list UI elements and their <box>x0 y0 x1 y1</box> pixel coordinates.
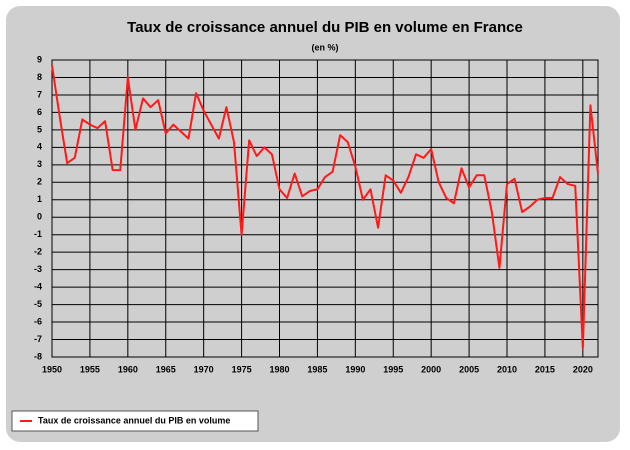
x-tick-label: 2020 <box>573 364 593 374</box>
x-tick-label: 1960 <box>118 364 138 374</box>
y-tick-label: 6 <box>37 107 42 117</box>
y-tick-label: -2 <box>34 247 42 257</box>
x-tick-label: 2015 <box>535 364 555 374</box>
y-tick-label: 4 <box>37 142 42 152</box>
x-tick-label: 2005 <box>459 364 479 374</box>
y-tick-label: 5 <box>37 124 42 134</box>
y-tick-label: 9 <box>37 54 42 64</box>
x-tick-label: 1985 <box>307 364 327 374</box>
y-tick-label: -5 <box>34 299 42 309</box>
x-tick-label: 1980 <box>269 364 289 374</box>
y-tick-label: -7 <box>34 334 42 344</box>
y-tick-label: 7 <box>37 89 42 99</box>
chart-title: Taux de croissance annuel du PIB en volu… <box>127 19 523 36</box>
plot-area: -8 -7 -6 -5 -4 -3 -2 -1 0 1 2 3 4 5 6 7 8 9 1950 1955 1960 19… <box>34 54 599 374</box>
y-tick-label: -4 <box>34 281 42 291</box>
y-tick-label: 8 <box>37 72 42 82</box>
y-tick-label: -1 <box>34 229 42 239</box>
y-tick-label: 1 <box>37 194 42 204</box>
plot-background <box>51 59 599 358</box>
y-tick-label: -6 <box>34 316 42 326</box>
y-tick-label: 2 <box>37 177 42 187</box>
x-tick-label: 1970 <box>194 364 214 374</box>
chart-subtitle: (en %) <box>312 42 339 52</box>
x-tick-label: 2000 <box>421 364 441 374</box>
y-tick-label: -8 <box>34 351 42 361</box>
x-tick-label: 1950 <box>42 364 62 374</box>
x-tick-label: 2010 <box>497 364 517 374</box>
x-tick-label: 1995 <box>383 364 403 374</box>
legend: Taux de croissance annuel du PIB en volu… <box>11 410 259 432</box>
x-tick-label: 1955 <box>80 364 100 374</box>
y-tick-label: 3 <box>37 159 42 169</box>
x-tick-label: 1975 <box>232 364 252 374</box>
data-line <box>51 65 599 350</box>
y-tick-label: -3 <box>34 264 42 274</box>
y-tick-label: 0 <box>37 212 42 222</box>
legend-box <box>11 410 259 432</box>
x-tick-label: 1965 <box>156 364 176 374</box>
legend-label: Taux de croissance annuel du PIB en volu… <box>38 415 230 425</box>
x-tick-label: 1990 <box>345 364 365 374</box>
